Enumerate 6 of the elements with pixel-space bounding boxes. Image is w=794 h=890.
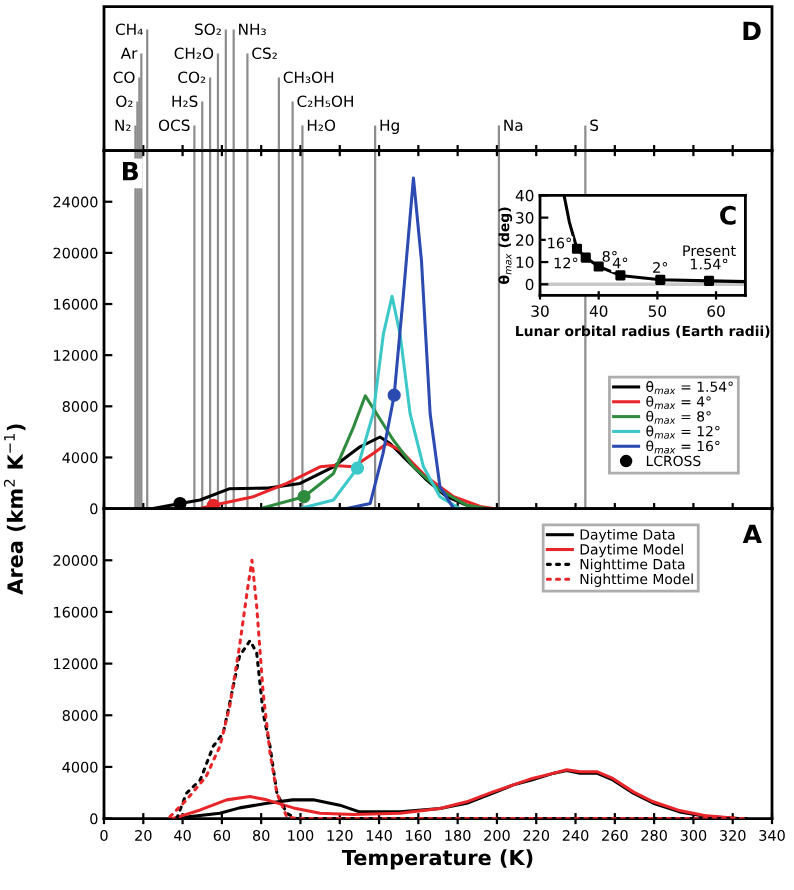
text: A: [742, 524, 762, 544]
chart-title: C: [720, 205, 736, 225]
x-axis-title: Temperature (K): [341, 849, 533, 870]
text: D: [743, 21, 761, 40]
chart-title: B: [123, 162, 138, 181]
y-axis-title: Area (km$^{2}$ K$^{−1}$): [3, 424, 26, 595]
